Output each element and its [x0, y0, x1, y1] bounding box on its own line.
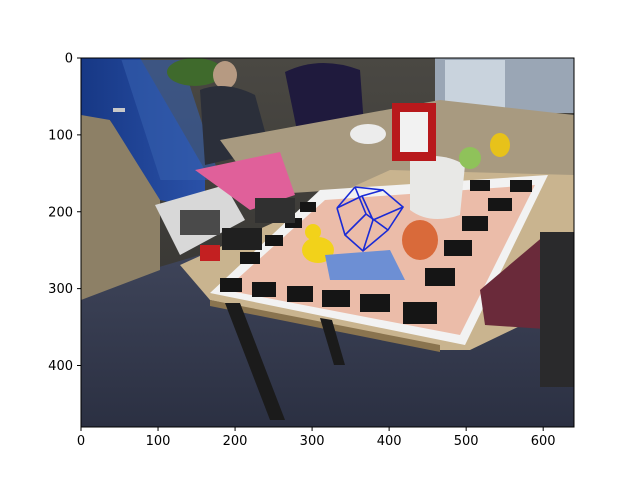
door-handle-icon [113, 108, 125, 112]
x-tick-label: 100 [146, 434, 171, 449]
duck-head [305, 224, 321, 240]
x-tick-label: 400 [377, 434, 402, 449]
cube-edge [354, 186, 367, 215]
black-object [255, 198, 295, 223]
yellow-toy [490, 133, 510, 157]
y-axis-ticks: 0 100 200 300 400 [48, 52, 81, 374]
cube-edge [365, 213, 389, 231]
cube-overlay [336, 186, 405, 253]
marker [510, 180, 532, 192]
magazine [325, 250, 405, 280]
apple [459, 147, 481, 169]
door-window [121, 60, 221, 180]
cube-edge [336, 189, 405, 253]
black-object [222, 228, 262, 250]
marker [425, 268, 455, 286]
cube-edge [354, 186, 384, 191]
marker [322, 290, 350, 307]
window-pane [445, 60, 505, 110]
markers [220, 180, 532, 324]
plant [167, 58, 223, 86]
cube-edge [362, 219, 374, 252]
axes-frame [80, 57, 575, 428]
marker [287, 286, 313, 302]
y-tick-label: 0 [65, 52, 73, 67]
red-object [200, 245, 220, 261]
x-tick-label: 500 [454, 434, 479, 449]
marker [462, 216, 488, 231]
cube-edge [336, 186, 356, 209]
cube-edge [344, 213, 367, 236]
x-tick-label: 600 [531, 434, 556, 449]
marker [470, 180, 490, 191]
magenta-box [195, 152, 295, 210]
cube-edge [372, 206, 404, 221]
marker [265, 235, 283, 246]
x-tick-label: 0 [77, 434, 85, 449]
table-leg [320, 318, 345, 365]
watering-can [410, 156, 465, 219]
y-tick-label: 300 [48, 282, 73, 297]
marker [444, 240, 472, 256]
bowl [350, 124, 386, 144]
x-tick-label: 300 [300, 434, 325, 449]
person-head [213, 61, 237, 89]
marker [488, 198, 512, 211]
y-tick-label: 100 [48, 128, 73, 143]
cabinet [81, 80, 160, 300]
box-label [180, 210, 220, 235]
x-tick-label: 200 [223, 434, 248, 449]
orange-toy [402, 220, 438, 260]
marker [403, 302, 437, 324]
x-axis-ticks: 0 100 200 300 400 500 600 [77, 427, 556, 449]
marker [220, 278, 242, 292]
y-tick-label: 200 [48, 205, 73, 220]
y-tick-label: 400 [48, 359, 73, 374]
picture [400, 112, 428, 152]
table-leg [225, 303, 285, 420]
photo-image [81, 58, 574, 427]
marker [300, 202, 316, 212]
marker [240, 252, 260, 264]
marker [360, 294, 390, 312]
marker [252, 282, 276, 297]
cube-edge [361, 195, 374, 221]
bag [540, 232, 574, 387]
